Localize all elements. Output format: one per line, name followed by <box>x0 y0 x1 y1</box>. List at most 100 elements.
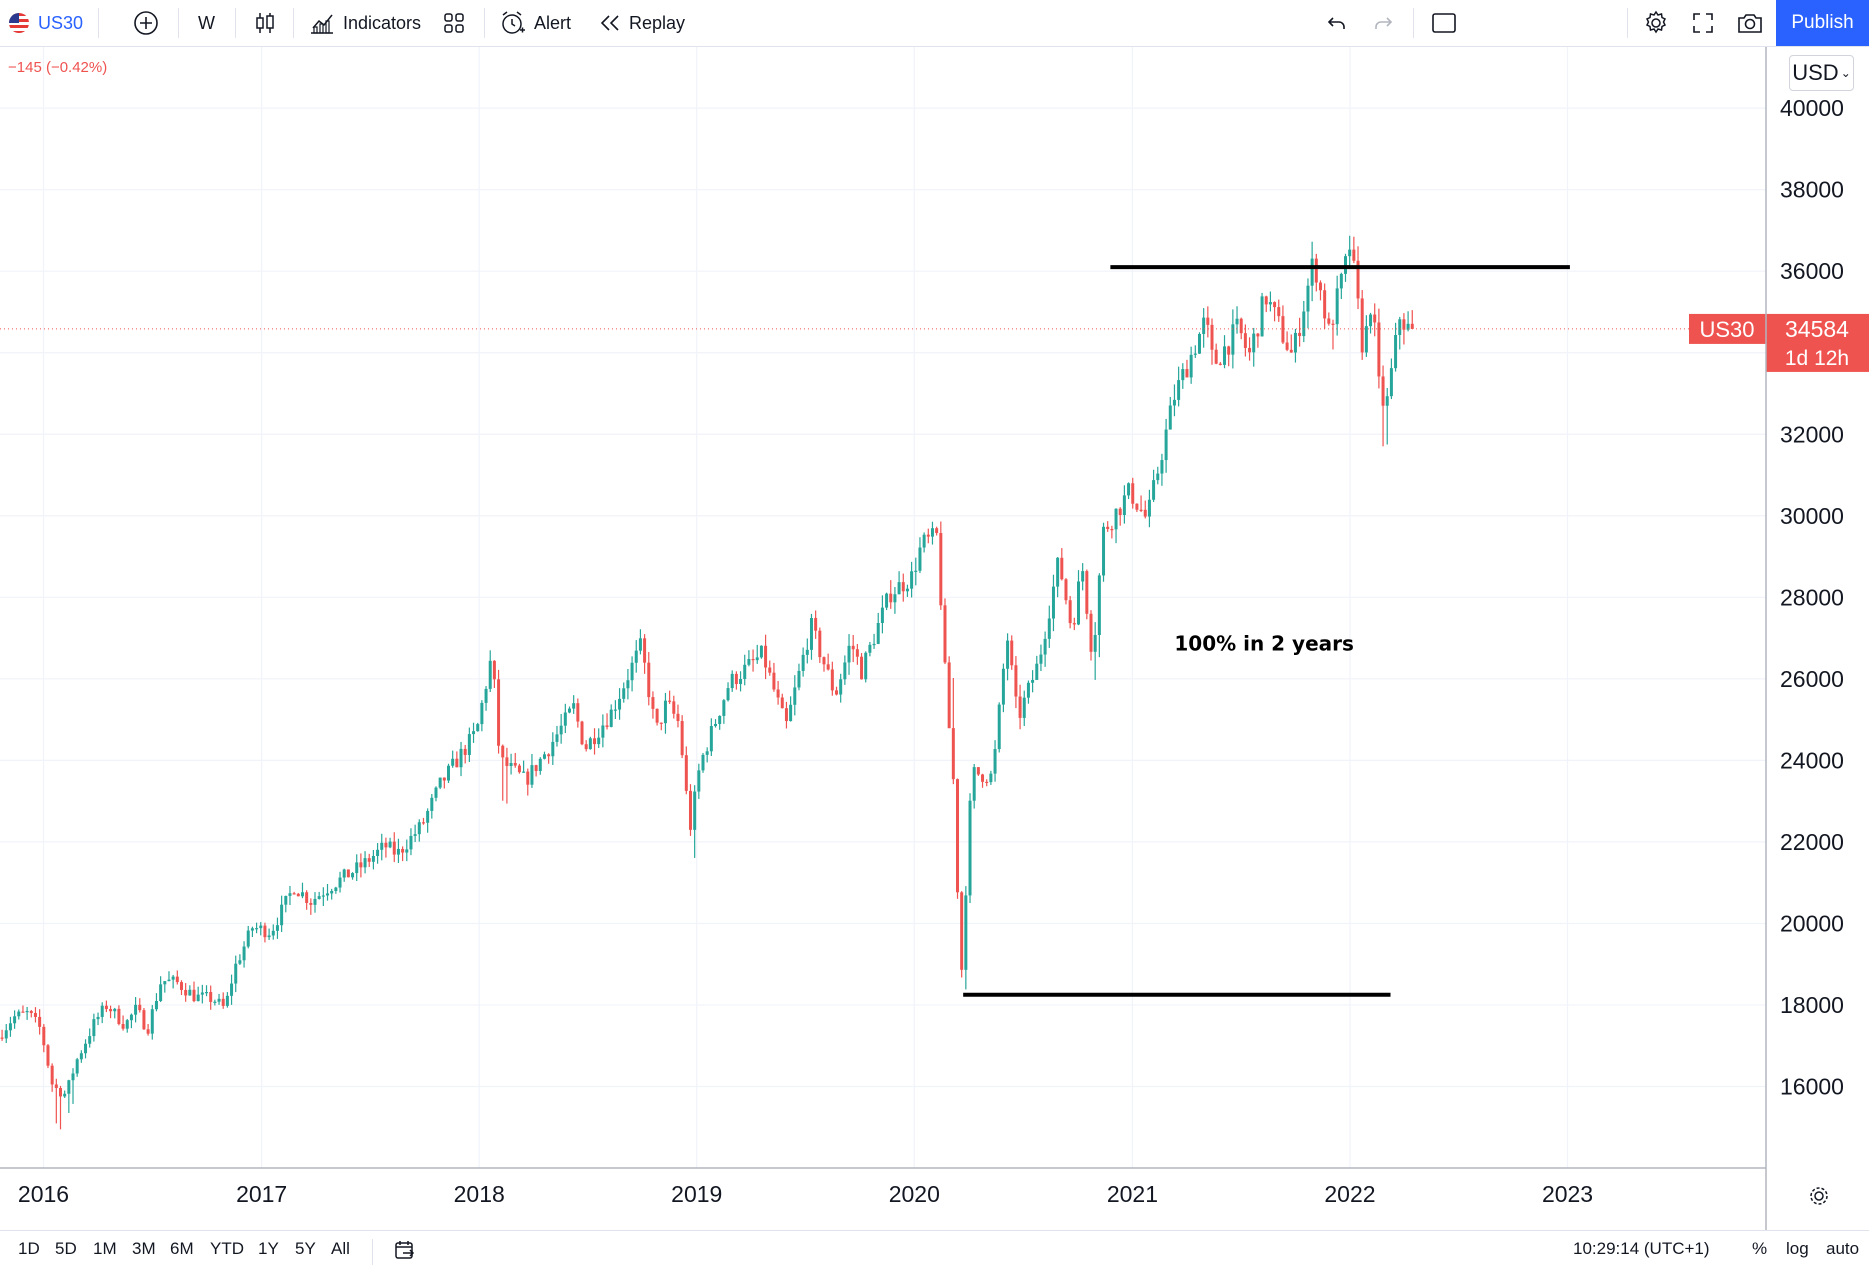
candle-body <box>134 1004 138 1015</box>
range-ytd-button[interactable]: YTD <box>210 1239 244 1258</box>
interval-button[interactable]: W <box>198 0 215 46</box>
range-5y-button[interactable]: 5Y <box>295 1239 316 1258</box>
templates-button[interactable] <box>443 0 465 46</box>
y-tick-label: 30000 <box>1780 503 1844 529</box>
range-5d-button[interactable]: 5D <box>55 1239 77 1258</box>
candle <box>526 768 530 796</box>
candle <box>192 981 196 1003</box>
settings-button[interactable] <box>1643 0 1669 46</box>
candle-body <box>1131 483 1135 504</box>
candle <box>1335 275 1339 336</box>
candle-body <box>951 728 955 780</box>
candle <box>1314 253 1318 292</box>
price-chart[interactable]: 100% in 2 years US30 34584 1d 12h 16000 1800… <box>0 0 1869 1230</box>
candle <box>1302 300 1306 343</box>
candle <box>601 714 605 748</box>
candle <box>175 970 179 985</box>
candle-body <box>688 790 692 830</box>
candle <box>743 654 747 686</box>
candle-body <box>200 992 204 995</box>
candle-body <box>142 1010 146 1030</box>
toolbar-divider <box>98 8 99 38</box>
y-tick-label: 32000 <box>1780 421 1844 447</box>
range-6m-button[interactable]: 6M <box>170 1239 194 1258</box>
log-toggle[interactable]: log <box>1786 1239 1809 1258</box>
symbol-search[interactable]: US30 <box>8 0 83 46</box>
clock-timezone[interactable]: 10:29:14 (UTC+1) <box>1573 1239 1710 1258</box>
candle <box>651 691 655 719</box>
candle-body <box>722 700 726 716</box>
candle <box>513 753 517 768</box>
y-tick-label: 36000 <box>1780 258 1844 284</box>
candle <box>1410 310 1414 329</box>
fullscreen-button[interactable] <box>1691 0 1715 46</box>
goto-date-button[interactable] <box>393 1238 417 1267</box>
range-1m-button[interactable]: 1M <box>93 1239 117 1258</box>
x-tick-label: 2021 <box>1107 1181 1158 1207</box>
symbol-tag <box>1689 313 1766 344</box>
candle <box>1210 318 1214 365</box>
candle <box>951 677 955 785</box>
candle <box>109 1005 113 1019</box>
candle-body <box>184 989 188 996</box>
candle <box>935 526 939 536</box>
candle <box>142 1008 146 1030</box>
candle-body <box>313 898 317 905</box>
alert-button[interactable]: Alert <box>500 0 571 46</box>
replay-button[interactable]: Replay <box>599 0 685 46</box>
candle-body <box>567 708 571 713</box>
candle-body <box>472 731 476 735</box>
indicators-button[interactable]: Indicators <box>309 0 421 46</box>
bottom-toolbar: 1D 5D 1M 3M 6M YTD 1Y 5Y All 10:29:14 (U… <box>0 1230 1869 1273</box>
candle-body <box>309 902 313 905</box>
candle <box>472 722 476 743</box>
compare-button[interactable] <box>133 0 159 46</box>
candle-body <box>363 858 367 868</box>
redo-button[interactable] <box>1372 0 1394 46</box>
snapshot-button[interactable] <box>1736 0 1764 46</box>
candle-body <box>288 893 292 896</box>
candle <box>839 673 843 703</box>
auto-toggle[interactable]: auto <box>1826 1239 1860 1258</box>
candle-body <box>42 1026 46 1046</box>
candle <box>922 532 926 553</box>
candle-body <box>359 862 363 868</box>
undo-button[interactable] <box>1326 0 1348 46</box>
candle-body <box>739 678 743 685</box>
symbol-tag-label: US30 <box>1699 317 1754 342</box>
candle <box>1298 317 1302 347</box>
candle <box>405 839 409 862</box>
candle-body <box>1160 460 1164 474</box>
candle <box>33 1007 37 1023</box>
candle-body <box>1306 285 1310 312</box>
layout-button[interactable] <box>1431 0 1457 46</box>
currency-select[interactable]: USD ⌄ <box>1789 55 1854 91</box>
candle <box>205 985 209 997</box>
candle-body <box>447 765 451 781</box>
candle <box>79 1050 83 1063</box>
candle-body <box>179 982 183 990</box>
range-1y-button[interactable]: 1Y <box>258 1239 279 1258</box>
candle <box>1223 335 1227 369</box>
candle-body <box>426 810 430 823</box>
range-all-button[interactable]: All <box>331 1239 350 1258</box>
candle-body <box>1335 288 1339 325</box>
chart-type-button[interactable] <box>254 0 276 46</box>
candle-body <box>71 1073 75 1081</box>
range-1d-button[interactable]: 1D <box>18 1239 40 1258</box>
candle <box>634 640 638 673</box>
publish-button[interactable]: Publish <box>1776 0 1869 46</box>
candle <box>534 764 538 777</box>
range-3m-button[interactable]: 3M <box>132 1239 156 1258</box>
candle <box>1022 690 1026 726</box>
percent-toggle[interactable]: % <box>1752 1239 1768 1258</box>
candle-body <box>1064 579 1068 601</box>
candle <box>367 853 371 868</box>
candle-body <box>876 623 880 644</box>
candle-body <box>1218 363 1222 365</box>
y-tick-label: 28000 <box>1780 584 1844 610</box>
candle <box>451 750 455 768</box>
candle-body <box>234 963 238 984</box>
bar-countdown-label: 1d 12h <box>1785 347 1849 370</box>
candle <box>497 669 501 754</box>
